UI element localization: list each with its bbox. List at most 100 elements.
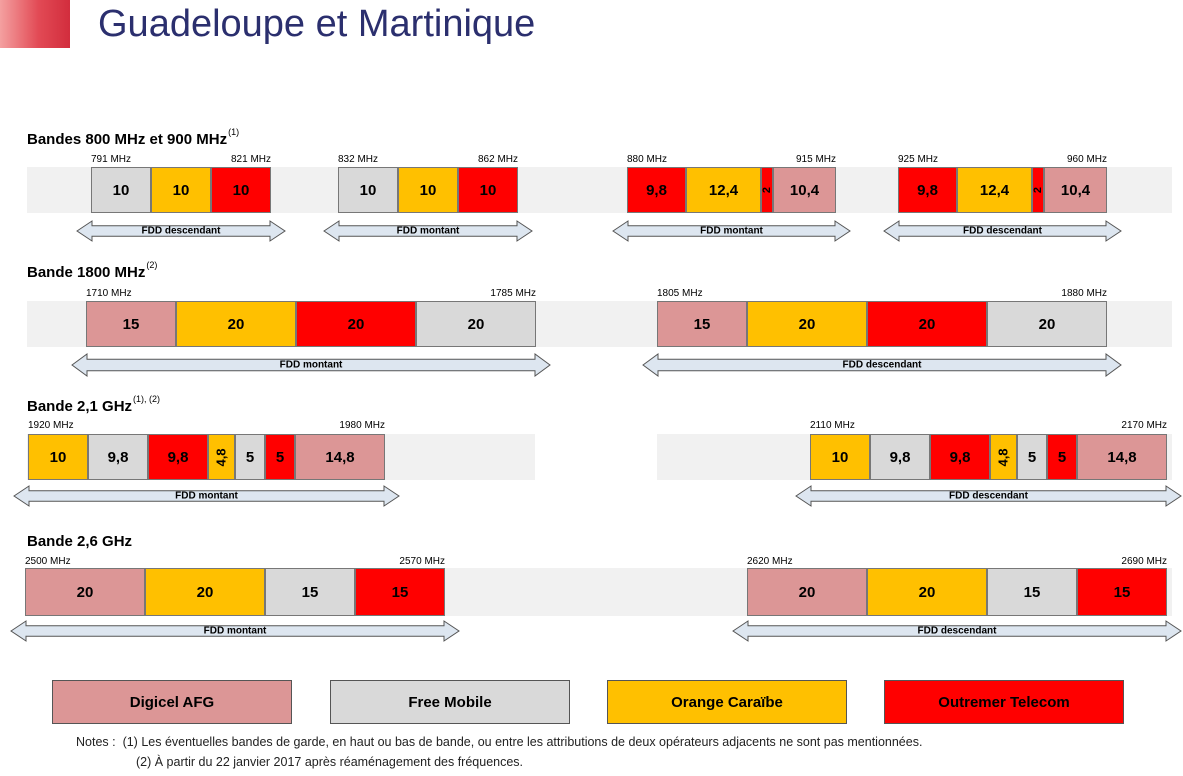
allocation-segment-outremer: 10 <box>458 167 518 213</box>
allocation-segment-outremer: 15 <box>355 568 445 616</box>
segment-value: 20 <box>1038 315 1056 333</box>
freq-start-label: 1710 MHz <box>86 288 132 299</box>
segment-value: 15 <box>122 315 140 333</box>
allocation-segment-outremer: 20 <box>867 301 987 347</box>
double-arrow-icon <box>883 220 1122 242</box>
freq-end-label: 2170 MHz <box>1121 420 1167 431</box>
legend-item-orange: Orange Caraïbe <box>607 680 847 724</box>
direction-arrow: FDD descendant <box>76 220 286 242</box>
frequency-block: 10 9,8 9,8 4,8 5 5 14,8 <box>810 434 1167 480</box>
segment-value: 12,4 <box>708 181 739 199</box>
freq-end-label: 1880 MHz <box>1061 288 1107 299</box>
segment-value: 10 <box>419 181 437 199</box>
direction-arrow: FDD montant <box>71 353 551 377</box>
allocation-segment-free: 9,8 <box>88 434 148 480</box>
frequency-block: 20 20 15 15 <box>25 568 445 616</box>
segment-value: 20 <box>467 315 485 333</box>
frequency-block: 9,8 12,4 2 10,4 <box>627 167 836 213</box>
freq-start-label: 791 MHz <box>91 154 132 165</box>
freq-end-label: 821 MHz <box>230 154 271 165</box>
segment-value: 20 <box>227 315 245 333</box>
title-accent-bar <box>0 0 70 48</box>
frequency-block: 15 20 20 20 <box>86 301 536 347</box>
segment-value: 20 <box>918 315 936 333</box>
segment-value: 2 <box>1032 186 1044 194</box>
allocation-segment-outremer: 9,8 <box>930 434 990 480</box>
page-title: Guadeloupe et Martinique <box>98 3 536 45</box>
segment-value: 9,8 <box>167 448 189 466</box>
segment-value: 20 <box>798 583 816 601</box>
direction-arrow: FDD descendant <box>795 485 1182 507</box>
legend-label: Outremer Telecom <box>938 693 1070 711</box>
allocation-segment-free: 10 <box>91 167 151 213</box>
allocation-segment-outremer: 15 <box>1077 568 1167 616</box>
segment-value: 20 <box>347 315 365 333</box>
direction-label: FDD montant <box>700 225 763 237</box>
allocation-segment-digicel: 14,8 <box>1077 434 1167 480</box>
allocation-segment-outremer: 5 <box>1047 434 1077 480</box>
freq-end-label: 2690 MHz <box>1121 556 1167 567</box>
direction-label: FDD montant <box>203 625 267 637</box>
section-label: Bande 2,1 GHz <box>27 398 133 415</box>
allocation-segment-free: 20 <box>416 301 536 347</box>
freq-start-label: 832 MHz <box>338 154 379 165</box>
allocation-segment-orange: 10 <box>810 434 870 480</box>
allocation-segment-digicel: 15 <box>86 301 176 347</box>
allocation-segment-orange: 10 <box>151 167 211 213</box>
freq-start-label: 1805 MHz <box>657 288 703 299</box>
segment-value: 20 <box>196 583 214 601</box>
segment-value: 5 <box>1057 448 1067 466</box>
direction-label: FDD descendant <box>141 225 221 237</box>
frequency-block: 10 10 10 <box>338 167 518 213</box>
double-arrow-icon <box>323 220 533 242</box>
section-label: Bande 1800 MHz <box>27 264 146 281</box>
segment-value: 5 <box>1027 448 1037 466</box>
segment-value: 15 <box>693 315 711 333</box>
allocation-segment-orange: 10 <box>28 434 88 480</box>
freq-end-label: 862 MHz <box>477 154 518 165</box>
direction-arrow: FDD montant <box>13 485 400 507</box>
freq-start-label: 2110 MHz <box>810 420 855 431</box>
allocation-segment-free: 20 <box>987 301 1107 347</box>
segment-value: 10 <box>172 181 190 199</box>
segment-value: 10 <box>479 181 497 199</box>
frequency-block: 20 20 15 15 <box>747 568 1167 616</box>
segment-value: 20 <box>798 315 816 333</box>
freq-start-label: 2620 MHz <box>747 556 793 567</box>
notes-prefix: Notes : <box>76 735 116 749</box>
allocation-segment-orange: 20 <box>176 301 296 347</box>
frequency-block: 10 9,8 9,8 4,8 5 5 14,8 <box>28 434 385 480</box>
direction-label: FDD descendant <box>963 225 1042 237</box>
section-title: Bandes 800 MHz et 900 MHz(1) <box>27 127 239 148</box>
legend-item-outremer: Outremer Telecom <box>884 680 1124 724</box>
segment-value: 14,8 <box>325 448 355 466</box>
freq-start-label: 880 MHz <box>627 154 668 165</box>
direction-label: FDD descendant <box>917 625 997 637</box>
segment-value: 10 <box>49 448 67 466</box>
notes-line-2: (2) À partir du 22 janvier 2017 après ré… <box>136 755 523 769</box>
segment-value: 9,8 <box>917 181 938 199</box>
allocation-segment-digicel: 20 <box>25 568 145 616</box>
section-label: Bandes 800 MHz et 900 MHz <box>27 131 228 148</box>
allocation-segment-free: 15 <box>987 568 1077 616</box>
allocation-segment-orange: 20 <box>867 568 987 616</box>
allocation-segment-free: 10 <box>338 167 398 213</box>
segment-value: 14,8 <box>1107 448 1137 466</box>
section-title: Bande 2,6 GHz <box>27 533 132 550</box>
section-title: Bande 2,1 GHz(1), (2) <box>27 394 160 415</box>
double-arrow-icon <box>76 220 286 242</box>
freq-end-label: 1785 MHz <box>490 288 536 299</box>
segment-value: 2 <box>761 186 773 194</box>
allocation-segment-free: 5 <box>235 434 265 480</box>
segment-value: 20 <box>918 583 936 601</box>
double-arrow-icon <box>612 220 851 242</box>
direction-arrow: FDD montant <box>612 220 851 242</box>
direction-label: FDD montant <box>279 359 343 371</box>
notes-line-1: Notes : (1) Les éventuelles bandes de ga… <box>76 735 922 749</box>
freq-start-label: 1920 MHz <box>28 420 74 431</box>
allocation-segment-outremer: 2 <box>1032 167 1044 213</box>
direction-arrow: FDD montant <box>323 220 533 242</box>
frequency-block: 15 20 20 20 <box>657 301 1107 347</box>
note-2-text: (2) À partir du 22 janvier 2017 après ré… <box>136 755 524 769</box>
segment-value: 10 <box>359 181 377 199</box>
